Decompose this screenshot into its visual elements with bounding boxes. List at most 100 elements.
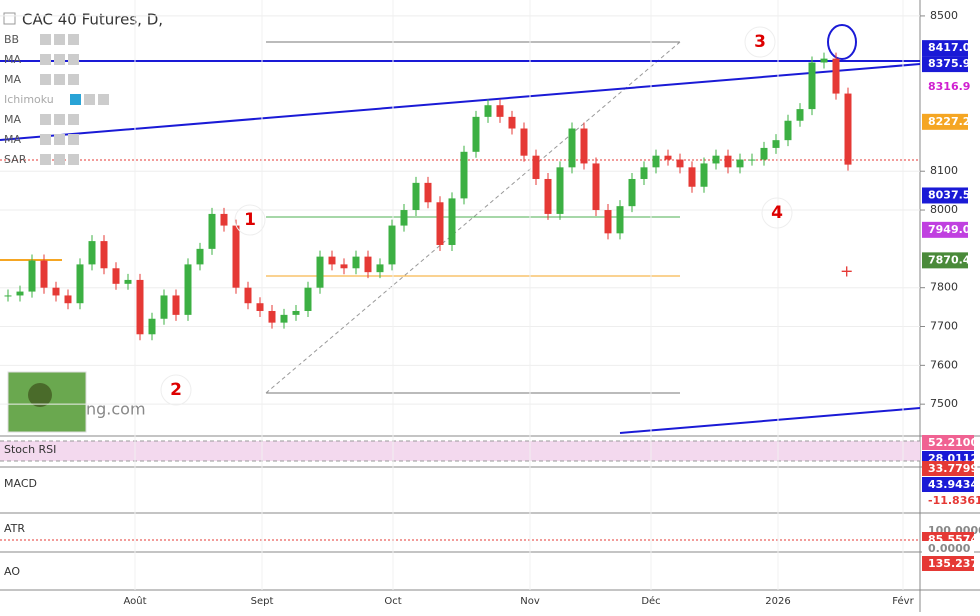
indicator-button[interactable] — [98, 94, 109, 105]
candle-body — [148, 318, 156, 335]
price-label-bg — [922, 252, 968, 269]
candle-body — [628, 178, 636, 207]
stoch-band — [0, 441, 920, 461]
candle-body — [760, 147, 768, 160]
indicator-name: SAR — [4, 153, 27, 166]
indicator-button[interactable] — [40, 154, 51, 165]
panel-label-bg — [922, 493, 974, 508]
candle-body — [796, 109, 804, 121]
panel-label-bg — [922, 461, 974, 476]
price-label-bg — [922, 40, 968, 57]
price-label-bg — [922, 187, 968, 204]
candle-body — [748, 159, 756, 161]
indicator-name: MA — [4, 73, 21, 86]
indicator-button[interactable] — [84, 94, 95, 105]
indicator-button[interactable] — [40, 134, 51, 145]
candle-body — [724, 155, 732, 168]
candle-body — [376, 264, 384, 273]
price-label: 8316.9 — [928, 80, 970, 93]
panel-name: AO — [4, 565, 20, 578]
price-label: 8037.5 — [928, 188, 970, 201]
candle-body — [220, 213, 228, 226]
indicator-button[interactable] — [70, 94, 81, 105]
candle-body — [736, 159, 744, 168]
indicator-button[interactable] — [40, 74, 51, 85]
panel-label-bg — [922, 435, 974, 450]
price-label: 8417.0 — [928, 41, 971, 54]
panel-name: ATR — [4, 522, 25, 535]
logo-icon — [28, 383, 52, 407]
indicator-button[interactable] — [68, 54, 79, 65]
candle-body — [436, 202, 444, 245]
indicator-button[interactable] — [40, 34, 51, 45]
indicator-button[interactable] — [54, 134, 65, 145]
candle-body — [136, 279, 144, 335]
x-tick-label: Août — [123, 595, 146, 607]
candle-body — [196, 248, 204, 265]
indicator-name: MA — [4, 53, 21, 66]
candle-body — [364, 256, 372, 273]
candle-body — [52, 287, 60, 296]
x-tick-label: Nov — [520, 596, 540, 607]
trend-line — [0, 63, 921, 141]
indicator-button[interactable] — [54, 74, 65, 85]
price-label: 7949.0 — [928, 223, 971, 236]
candle-body — [484, 105, 492, 117]
indicator-button[interactable] — [54, 154, 65, 165]
candle-body — [388, 225, 396, 265]
y-tick-label: 7600 — [930, 358, 958, 371]
panel-name: Stoch RSI — [4, 443, 56, 456]
panel-label-bg — [922, 556, 974, 571]
candle-body — [316, 256, 324, 288]
price-label: 8375.9 — [928, 57, 970, 70]
candle-body — [268, 310, 276, 323]
candle-body — [352, 256, 360, 269]
price-label-bg — [922, 79, 968, 96]
candle-body — [772, 140, 780, 148]
indicator-name: MA — [4, 113, 21, 126]
candle-body — [340, 264, 348, 269]
panel-label: 135.2377 — [928, 557, 980, 570]
indicator-button[interactable] — [54, 114, 65, 125]
indicator-button[interactable] — [54, 54, 65, 65]
indicator-name: MA — [4, 133, 21, 146]
price-label-bg — [922, 56, 968, 73]
panel-label-bg — [922, 477, 974, 492]
candle-body — [832, 58, 840, 94]
candle-body — [424, 182, 432, 203]
price-label: 7870.4 — [928, 253, 971, 266]
indicator-button[interactable] — [68, 134, 79, 145]
collapse-icon[interactable] — [3, 12, 16, 25]
candle-body — [160, 295, 168, 319]
candle-body — [304, 287, 312, 311]
candle-body — [544, 178, 552, 214]
candle-body — [472, 116, 480, 152]
indicator-button[interactable] — [68, 114, 79, 125]
price-label-bg — [922, 113, 968, 130]
candle-body — [496, 105, 504, 117]
candle-body — [664, 155, 672, 160]
indicator-button[interactable] — [68, 34, 79, 45]
candle-body — [292, 310, 300, 315]
annotation-circle — [234, 204, 266, 236]
panel-label: -11.8361 — [928, 494, 980, 507]
indicator-button[interactable] — [40, 114, 51, 125]
y-tick-label: 8100 — [930, 164, 958, 177]
indicator-button[interactable] — [40, 54, 51, 65]
indicator-button[interactable] — [68, 74, 79, 85]
x-tick-label: 2026 — [765, 596, 790, 607]
candle-body — [844, 93, 852, 165]
candle-body — [412, 182, 420, 211]
x-tick-label: Oct — [384, 596, 401, 607]
candle-body — [88, 241, 96, 265]
chart-title: CAC 40 Futures, D, — [22, 11, 163, 29]
annotation-circle — [761, 197, 793, 229]
indicator-button[interactable] — [54, 34, 65, 45]
candle-body — [652, 155, 660, 168]
candle-body — [400, 210, 408, 226]
candle-body — [256, 303, 264, 311]
indicator-button[interactable] — [68, 154, 79, 165]
candle-body — [580, 128, 588, 164]
x-tick-label: Févr — [892, 595, 914, 607]
annotation: 2 — [170, 380, 182, 400]
